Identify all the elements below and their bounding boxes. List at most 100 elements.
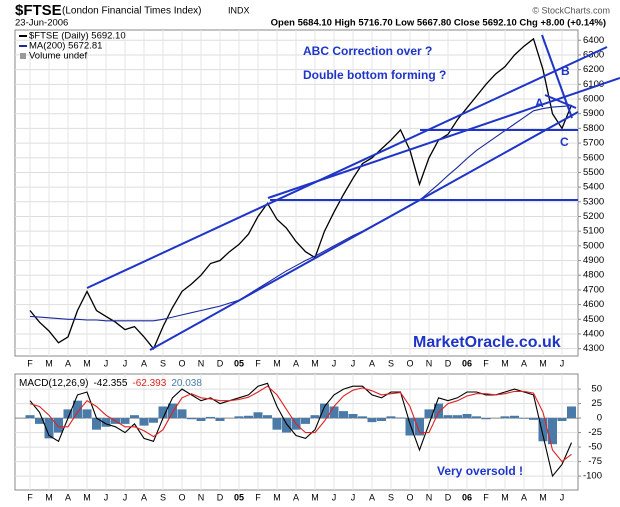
- x-tick-label: M: [311, 358, 319, 368]
- legend-label: MA(200) 5672.81: [29, 41, 102, 52]
- histogram-bar: [263, 415, 272, 419]
- x-tick-label: M: [539, 358, 547, 368]
- histogram-bar: [424, 409, 434, 419]
- y-tick-label: 4400: [583, 328, 604, 339]
- y-tick-label: 6200: [583, 64, 604, 75]
- histogram-bar: [405, 418, 415, 436]
- series-line: [29, 37, 573, 350]
- histogram-bar: [348, 414, 358, 419]
- x-tick-label: J: [332, 358, 337, 368]
- x-tick-label: A: [141, 358, 147, 368]
- histogram-bar: [557, 418, 567, 421]
- y-tick-label: 4900: [583, 255, 604, 266]
- series-line: [29, 385, 572, 463]
- x-tick-label: D: [445, 492, 452, 502]
- x-tick-label: A: [369, 358, 375, 368]
- x-tick-label: O: [178, 358, 185, 368]
- histogram-bar: [177, 409, 187, 419]
- histogram-bar: [538, 418, 548, 442]
- y-tick-label: 5100: [583, 226, 604, 237]
- x-tick-label: A: [141, 492, 147, 502]
- legend-title: MACD(12,26,9): [19, 378, 88, 389]
- source: © StockCharts.com: [532, 5, 610, 15]
- legend-value: -42.355: [93, 378, 127, 389]
- histogram-bar: [215, 418, 225, 421]
- histogram-bar: [244, 415, 253, 419]
- histogram-bar: [63, 409, 73, 419]
- histogram-bar: [82, 409, 92, 419]
- histogram-bar: [472, 416, 481, 419]
- histogram-bar: [396, 417, 405, 419]
- y-tick-label: 4500: [583, 314, 604, 325]
- x-tick-label: O: [406, 358, 413, 368]
- y-tick-label: 5400: [583, 182, 604, 193]
- histogram-bar: [54, 418, 63, 433]
- y-tick-label: 4600: [583, 299, 604, 310]
- x-tick-label: J: [351, 492, 356, 502]
- y-tick-label: 6300: [583, 49, 604, 60]
- histogram-bar: [386, 416, 396, 419]
- histogram-bar: [35, 418, 44, 424]
- annotation: A: [535, 96, 544, 110]
- x-tick-label: A: [65, 358, 71, 368]
- histogram-bar: [196, 418, 206, 421]
- histogram-bar: [149, 418, 158, 423]
- histogram-bar: [44, 418, 54, 439]
- y-tick-label: 6400: [583, 35, 604, 46]
- chart-title: $FTSE: [15, 2, 62, 19]
- histogram-bar: [567, 406, 576, 419]
- x-tick-label: M: [273, 358, 281, 368]
- histogram-bar: [519, 418, 529, 419]
- x-tick-label: M: [501, 358, 509, 368]
- annotation: C: [560, 135, 569, 149]
- legend-label: Volume undef: [29, 51, 87, 62]
- histogram-bar: [92, 418, 101, 430]
- x-tick-label: A: [293, 492, 299, 502]
- x-tick-label: S: [388, 358, 394, 368]
- annotation: ABC Correction over ?: [303, 44, 432, 58]
- y-tick-label: -75: [588, 456, 602, 467]
- y-tick-label: 6000: [583, 94, 604, 105]
- quote: Open 5684.10 High 5716.70 Low 5667.80 Cl…: [271, 18, 606, 29]
- y-tick-label: 5200: [583, 211, 604, 222]
- legend-value: -62.393: [132, 378, 166, 389]
- x-tick-label: 05: [234, 358, 244, 368]
- histogram-bar: [329, 406, 339, 419]
- histogram-bar: [282, 418, 291, 433]
- y-tick-label: 25: [591, 398, 602, 409]
- y-tick-label: 0: [597, 413, 602, 424]
- y-tick-label: 5000: [583, 240, 604, 251]
- x-tick-label: F: [255, 492, 261, 502]
- x-tick-label: N: [426, 358, 433, 368]
- x-tick-label: D: [217, 492, 224, 502]
- histogram-bar: [377, 418, 386, 421]
- histogram-bar: [481, 418, 491, 420]
- histogram-bar: [548, 418, 557, 445]
- x-tick-label: J: [351, 358, 356, 368]
- x-tick-label: J: [104, 492, 109, 502]
- annotation: Very oversold !: [437, 464, 523, 478]
- x-tick-label: F: [27, 492, 33, 502]
- histogram-bar: [500, 416, 510, 419]
- y-tick-label: 5700: [583, 138, 604, 149]
- histogram-bar: [168, 403, 177, 419]
- x-tick-label: M: [45, 492, 53, 502]
- x-tick-label: D: [445, 358, 452, 368]
- histogram-bar: [320, 403, 329, 419]
- x-tick-label: J: [123, 358, 128, 368]
- x-tick-label: N: [198, 492, 205, 502]
- x-tick-label: 06: [462, 492, 472, 502]
- x-tick-label: A: [521, 358, 527, 368]
- x-tick-label: J: [123, 492, 128, 502]
- trend-line: [149, 111, 579, 351]
- x-tick-label: D: [217, 358, 224, 368]
- y-tick-label: 5900: [583, 108, 604, 119]
- histogram-bar: [73, 400, 82, 419]
- y-tick-label: 5500: [583, 167, 604, 178]
- legend-swatch: [20, 53, 26, 59]
- x-tick-label: S: [388, 492, 394, 502]
- legend-label: $FTSE (Daily) 5692.10: [29, 31, 126, 42]
- y-tick-label: -100: [583, 471, 602, 482]
